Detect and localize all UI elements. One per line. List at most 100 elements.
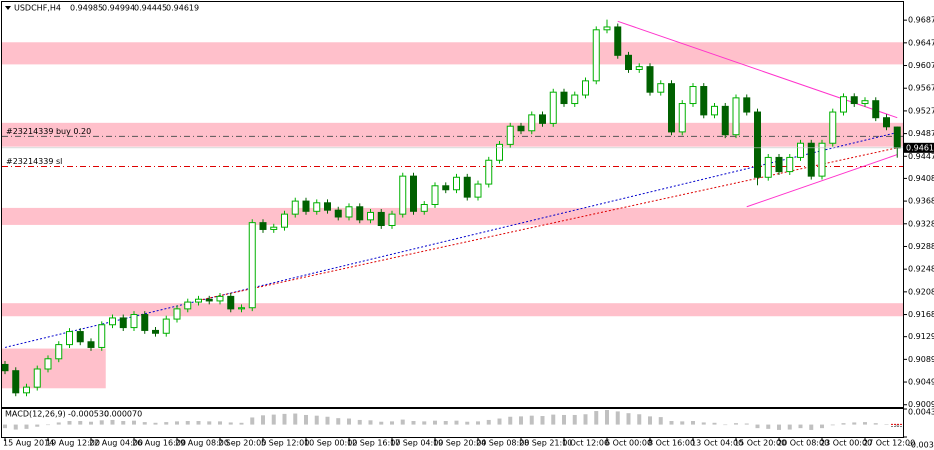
candle-body — [797, 142, 804, 158]
macd-bar — [78, 421, 83, 425]
macd-bar — [712, 422, 717, 425]
x-tick-label: 24 Sep 08:00 — [476, 439, 529, 448]
macd-bar — [3, 424, 7, 429]
macd-bar — [422, 421, 427, 425]
ohlc-value: 0.94994 — [102, 4, 135, 13]
menu-triangle[interactable] — [5, 6, 11, 10]
macd-bar — [314, 415, 319, 425]
macd-bar — [67, 421, 72, 425]
order-label: #23214339 buy 0.20 — [6, 127, 91, 136]
macd-bar — [89, 421, 93, 425]
candle-body — [807, 142, 815, 177]
macd-bar — [873, 423, 878, 425]
macd-bar — [884, 424, 889, 425]
candle-body — [861, 100, 869, 105]
candle-body — [442, 185, 450, 191]
x-tick-label: 17 Sep 04:00 — [390, 439, 443, 448]
macd-bar — [142, 422, 147, 425]
macd-bar — [357, 419, 362, 425]
candle-body — [743, 97, 751, 113]
macd-bar — [594, 411, 599, 425]
macd-bar — [282, 413, 287, 425]
candle-body — [162, 318, 170, 334]
macd-bar — [605, 409, 609, 425]
macd-bar — [562, 414, 566, 425]
candle-body — [818, 142, 826, 177]
macd-bar — [175, 421, 179, 425]
candle-body — [700, 86, 708, 116]
candle-body — [324, 202, 331, 211]
candle-body — [130, 314, 138, 329]
candle-body — [463, 176, 471, 198]
main-pane-frame — [1, 1, 904, 408]
macd-bar — [852, 422, 857, 425]
x-tick-label: 1 Oct 12:00 — [562, 439, 609, 448]
candle-body — [345, 206, 353, 218]
macd-bar — [723, 424, 728, 426]
x-tick-label: 19 Aug 12:00 — [46, 439, 100, 448]
macd-bar — [13, 424, 18, 430]
macd-pane-frame — [1, 408, 904, 438]
macd-bar — [766, 424, 771, 429]
candle-body — [474, 183, 482, 198]
y-tick-label: 0.90090 — [908, 400, 934, 409]
trend-line — [4, 131, 898, 348]
x-tick-label: 6 Oct 00:00 — [605, 439, 652, 448]
candle-body — [205, 298, 213, 302]
macd-bar — [540, 416, 545, 425]
trend-line — [746, 154, 898, 208]
candle-body — [603, 26, 611, 31]
macd-bar — [379, 421, 384, 425]
candle-body — [668, 83, 675, 133]
x-tick-label: 29 Aug 08:00 — [175, 439, 229, 448]
plot-layer: #23214339 buy 0.20 #23214339 sl — [1, 19, 903, 430]
candle-body — [334, 209, 342, 218]
x-tick-label: 5 Sep 12:00 — [261, 439, 309, 448]
candle-body — [689, 86, 697, 105]
candle-body — [646, 66, 654, 93]
candle-body — [377, 211, 385, 226]
candle-body — [732, 97, 740, 136]
candle-body — [302, 200, 310, 212]
candle-body — [152, 329, 159, 334]
candle-body — [786, 156, 794, 173]
x-tick-label: 19 Sep 20:00 — [433, 439, 486, 448]
macd-bar — [293, 413, 298, 425]
macd-bar — [390, 421, 394, 425]
macd-bar — [680, 421, 685, 425]
candle-body — [635, 66, 643, 70]
macd-bar — [486, 419, 491, 425]
macd-bar — [347, 418, 351, 425]
candle-body — [367, 211, 374, 221]
candle-body — [141, 314, 149, 331]
macd-bar — [325, 416, 330, 425]
order-label: #23214339 sl — [6, 157, 62, 166]
macd-current-label: 0.000070 — [104, 410, 142, 419]
candle-body — [195, 298, 202, 303]
x-tick-label: 2 Sep 20:00 — [218, 439, 266, 448]
candle-body — [775, 156, 783, 173]
candle-body — [506, 125, 514, 145]
candle-body — [66, 331, 73, 346]
candle-body — [582, 80, 589, 96]
candle-body — [76, 331, 84, 343]
macd-bar — [207, 421, 212, 425]
macd-bar — [465, 421, 470, 425]
macd-bar — [658, 417, 663, 425]
macd-bar — [185, 421, 190, 425]
candle-body — [549, 91, 557, 124]
zone — [2, 207, 903, 225]
zone — [2, 42, 903, 65]
candle-body — [678, 103, 686, 133]
macd-bar — [400, 419, 405, 425]
candle-body — [485, 159, 493, 185]
macd-bar — [336, 418, 341, 425]
